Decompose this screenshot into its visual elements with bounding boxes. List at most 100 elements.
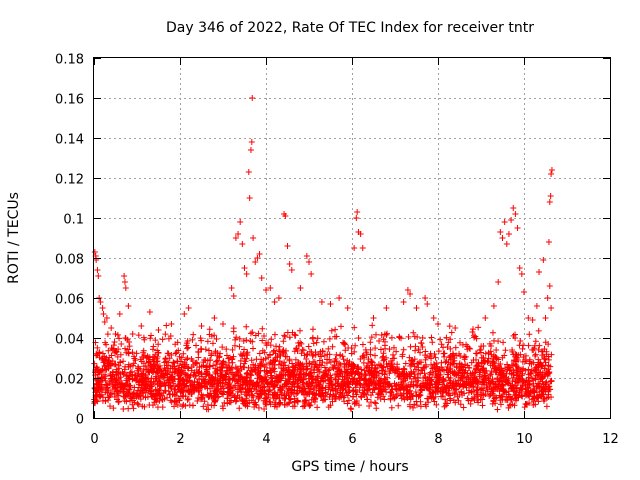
data-point — [288, 371, 295, 378]
data-point — [232, 235, 239, 241]
data-point — [509, 401, 516, 408]
data-point — [392, 382, 399, 389]
data-point — [540, 257, 547, 263]
data-point — [298, 340, 305, 347]
data-point — [200, 403, 207, 410]
data-point — [382, 345, 389, 352]
data-point — [174, 339, 181, 346]
data-point — [313, 382, 320, 389]
data-point — [490, 352, 497, 359]
data-point — [313, 339, 320, 346]
data-point — [262, 399, 269, 406]
data-point — [163, 322, 170, 329]
data-point — [156, 397, 163, 404]
data-point — [427, 390, 434, 397]
data-point — [284, 329, 291, 336]
data-point — [530, 401, 537, 408]
data-point — [442, 359, 449, 366]
chart-title: Day 346 of 2022, Rate Of TEC Index for r… — [166, 20, 534, 36]
x-tick-label: 10 — [516, 432, 533, 447]
data-point — [169, 373, 176, 380]
data-point — [421, 370, 428, 377]
data-point — [457, 377, 464, 384]
data-point — [262, 355, 269, 362]
data-point — [288, 386, 295, 393]
data-point — [235, 231, 242, 237]
data-point — [111, 394, 118, 401]
data-point — [417, 349, 424, 356]
data-point — [522, 392, 529, 399]
data-point — [120, 358, 127, 365]
data-point — [452, 379, 459, 386]
data-point — [402, 375, 409, 382]
data-point — [309, 352, 316, 359]
data-point — [183, 356, 190, 363]
data-point — [224, 400, 231, 407]
data-point — [297, 360, 304, 367]
data-point — [94, 344, 101, 351]
data-point — [181, 311, 188, 317]
data-point — [371, 399, 378, 406]
data-point — [451, 383, 458, 390]
data-point — [176, 353, 183, 360]
data-point — [469, 329, 476, 335]
data-point — [418, 367, 425, 374]
data-point — [94, 267, 101, 273]
data-point — [492, 384, 499, 391]
data-point — [253, 380, 260, 387]
data-point — [221, 399, 228, 406]
data-point — [202, 376, 209, 383]
data-point — [273, 373, 280, 380]
data-point — [337, 351, 344, 358]
data-point — [332, 376, 339, 383]
data-point — [522, 352, 529, 359]
data-point — [522, 367, 529, 374]
data-point — [525, 315, 532, 321]
data-point — [250, 361, 257, 368]
data-point — [131, 391, 138, 398]
data-point — [434, 373, 441, 380]
data-point — [353, 391, 360, 398]
data-point — [321, 352, 328, 359]
data-point — [231, 342, 238, 349]
data-point — [429, 394, 436, 401]
data-point — [110, 405, 117, 412]
data-point — [383, 305, 390, 311]
data-point — [490, 303, 497, 309]
data-point — [404, 287, 411, 293]
y-tick-label: 0.1 — [63, 213, 84, 228]
data-point — [444, 363, 451, 370]
data-point — [407, 373, 414, 380]
data-point — [368, 358, 375, 365]
data-point — [111, 384, 118, 391]
data-point — [377, 346, 384, 353]
data-point — [241, 265, 248, 271]
data-point — [220, 391, 227, 398]
data-point — [161, 359, 168, 366]
data-point — [333, 391, 340, 398]
data-point — [174, 401, 181, 408]
x-tick-label: 0 — [90, 432, 98, 447]
data-point — [102, 356, 109, 363]
data-point — [183, 340, 190, 347]
data-point — [337, 370, 344, 377]
data-point — [318, 362, 325, 369]
data-point — [490, 380, 497, 387]
data-point — [318, 299, 325, 305]
data-point — [205, 347, 212, 354]
data-point — [365, 368, 372, 375]
data-point — [445, 385, 452, 392]
data-point — [303, 253, 310, 259]
data-point — [271, 347, 278, 354]
data-point — [524, 381, 531, 388]
data-point — [101, 319, 108, 325]
data-point — [452, 344, 459, 351]
data-point — [239, 352, 246, 359]
data-point — [532, 352, 539, 359]
data-point — [304, 365, 311, 372]
data-point — [162, 331, 169, 338]
data-point — [407, 381, 414, 388]
data-point — [122, 345, 129, 352]
data-point — [212, 349, 219, 356]
data-point — [513, 363, 520, 370]
